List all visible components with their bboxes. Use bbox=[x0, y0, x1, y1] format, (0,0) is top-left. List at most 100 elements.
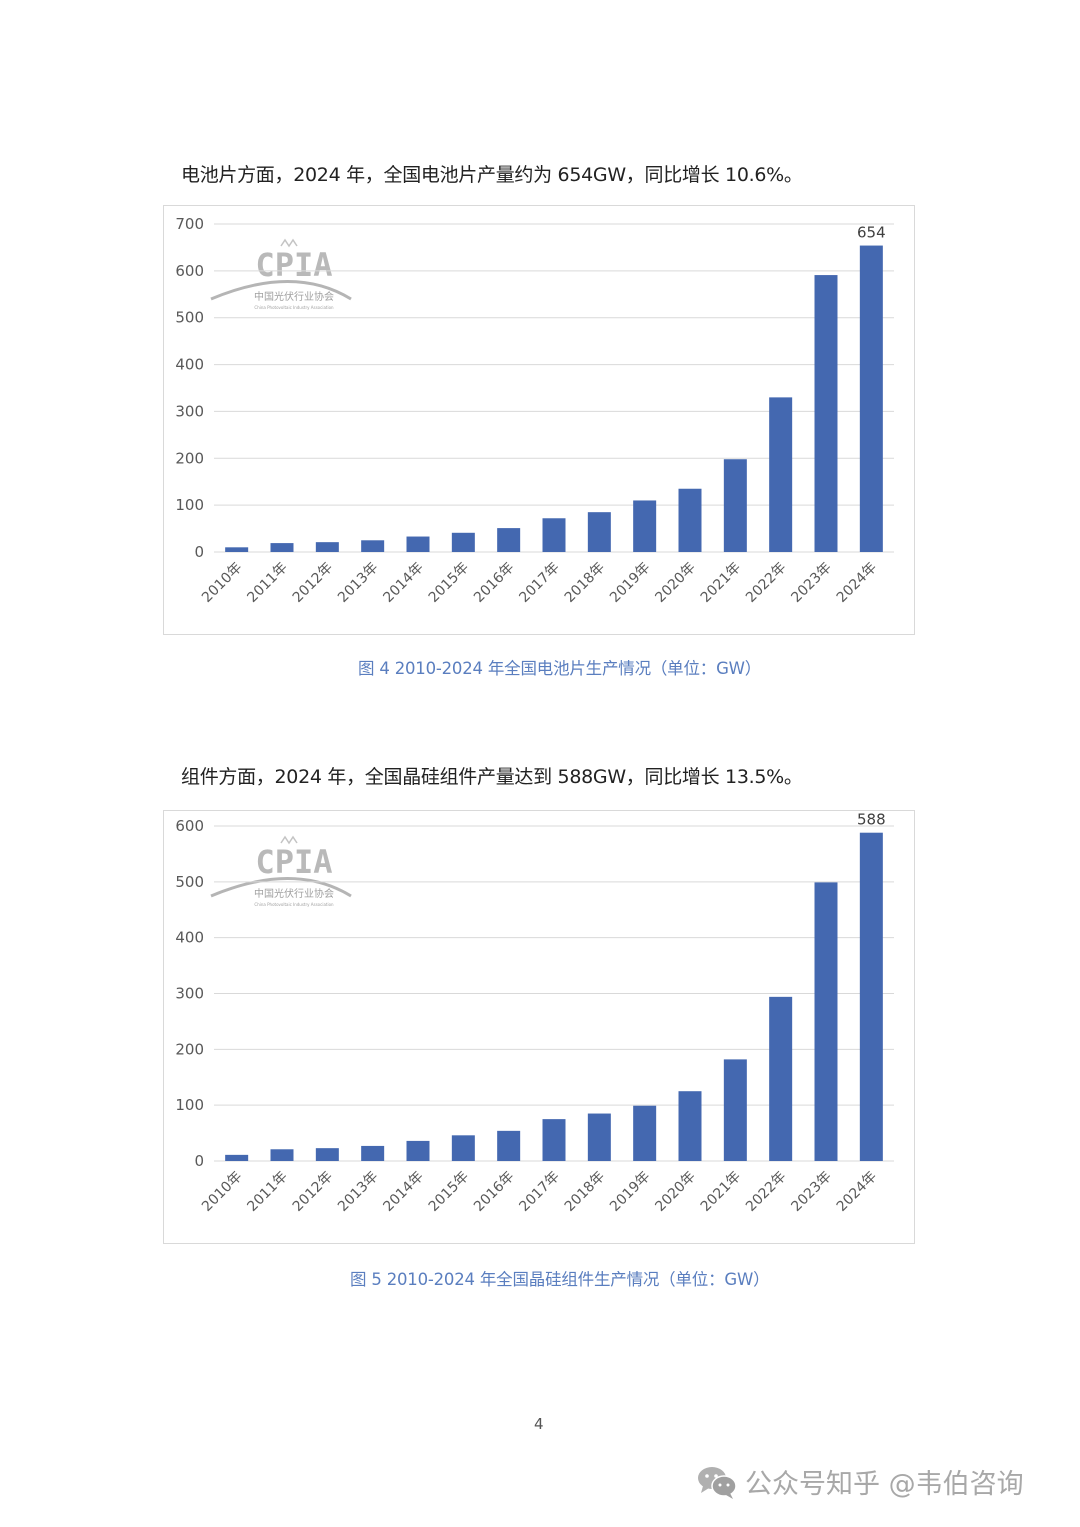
x-tick-label: 2014年 bbox=[380, 560, 426, 606]
y-tick-label: 300 bbox=[175, 985, 204, 1003]
bar bbox=[723, 459, 747, 552]
figure-caption-4: 图 4 2010-2024 年全国电池片生产情况（单位：GW） bbox=[358, 659, 762, 678]
x-tick-label: 2012年 bbox=[290, 1169, 336, 1215]
bar bbox=[361, 1145, 385, 1161]
bar bbox=[633, 500, 657, 552]
logo-text: CPIA bbox=[255, 843, 332, 881]
bar-chart-modules: CPIA 中国光伏行业协会 China Photovoltaic Industry … bbox=[175, 811, 894, 1215]
sun-icon bbox=[280, 835, 298, 845]
x-tick-label: 2016年 bbox=[471, 560, 517, 606]
x-tick-label: 2017年 bbox=[516, 1169, 562, 1215]
y-tick-label: 500 bbox=[175, 309, 204, 327]
x-tick-label: 2018年 bbox=[562, 560, 608, 606]
x-tick-label: 2013年 bbox=[335, 1169, 381, 1215]
paragraph-cells: 电池片方面，2024 年，全国电池片产量约为 654GW，同比增长 10.6%。 bbox=[181, 164, 803, 186]
y-tick-label: 0 bbox=[194, 543, 204, 561]
x-tick-label: 2012年 bbox=[290, 560, 336, 606]
watermark: 公众号知乎 @韦伯咨询 bbox=[697, 1462, 1024, 1501]
cpia-logo: CPIA 中国光伏行业协会 China Photovoltaic Industry … bbox=[210, 238, 352, 310]
bar bbox=[633, 1105, 657, 1161]
x-tick-label: 2017年 bbox=[516, 560, 562, 606]
bar bbox=[587, 1113, 611, 1161]
bar bbox=[406, 536, 430, 552]
bar bbox=[814, 882, 838, 1161]
bar bbox=[225, 547, 249, 552]
x-tick-label: 2018年 bbox=[562, 1169, 608, 1215]
x-tick-label: 2019年 bbox=[607, 1169, 653, 1215]
y-tick-label: 0 bbox=[194, 1152, 204, 1170]
y-tick-label: 100 bbox=[175, 496, 204, 514]
x-tick-label: 2011年 bbox=[244, 560, 290, 606]
bar bbox=[587, 512, 611, 552]
x-tick-label: 2015年 bbox=[426, 560, 472, 606]
chart-module-production: CPIA 中国光伏行业协会 China Photovoltaic Industry … bbox=[163, 810, 915, 1244]
y-tick-label: 200 bbox=[175, 449, 204, 467]
data-label: 654 bbox=[857, 224, 886, 242]
data-label: 588 bbox=[857, 811, 886, 829]
y-tick-label: 400 bbox=[175, 929, 204, 947]
y-tick-label: 400 bbox=[175, 356, 204, 374]
logo-subtitle: 中国光伏行业协会 bbox=[254, 887, 334, 900]
x-tick-label: 2024年 bbox=[834, 560, 880, 606]
bar bbox=[859, 245, 883, 552]
paragraph-modules: 组件方面，2024 年，全国晶硅组件产量达到 588GW，同比增长 13.5%。 bbox=[181, 766, 803, 788]
x-tick-label: 2014年 bbox=[380, 1169, 426, 1215]
x-tick-label: 2021年 bbox=[698, 560, 744, 606]
bar bbox=[769, 397, 793, 552]
x-tick-label: 2019年 bbox=[607, 560, 653, 606]
x-tick-label: 2016年 bbox=[471, 1169, 517, 1215]
logo-arc bbox=[210, 280, 352, 301]
bar bbox=[814, 275, 838, 552]
y-tick-label: 500 bbox=[175, 873, 204, 891]
x-tick-label: 2021年 bbox=[698, 1169, 744, 1215]
y-tick-label: 700 bbox=[175, 215, 204, 233]
figure-caption-5: 图 5 2010-2024 年全国晶硅组件生产情况（单位：GW） bbox=[350, 1270, 770, 1289]
x-tick-label: 2022年 bbox=[743, 1169, 789, 1215]
x-tick-label: 2020年 bbox=[652, 1169, 698, 1215]
bar bbox=[225, 1154, 249, 1161]
bar bbox=[542, 1119, 566, 1161]
x-tick-label: 2024年 bbox=[834, 1169, 880, 1215]
x-tick-label: 2010年 bbox=[199, 1169, 245, 1215]
y-tick-label: 600 bbox=[175, 817, 204, 835]
y-tick-label: 600 bbox=[175, 262, 204, 280]
bar bbox=[542, 518, 566, 552]
bar bbox=[497, 1130, 521, 1161]
bar-chart-cells: CPIA 中国光伏行业协会 China Photovoltaic Industry … bbox=[175, 215, 894, 606]
bar bbox=[451, 532, 475, 552]
x-tick-label: 2023年 bbox=[788, 1169, 834, 1215]
bar bbox=[270, 1149, 294, 1161]
bar bbox=[315, 1148, 339, 1161]
bar bbox=[678, 488, 702, 552]
bar bbox=[451, 1135, 475, 1161]
x-tick-label: 2020年 bbox=[652, 560, 698, 606]
x-tick-label: 2013年 bbox=[335, 560, 381, 606]
bar bbox=[497, 528, 521, 552]
x-tick-label: 2023年 bbox=[788, 560, 834, 606]
y-tick-label: 300 bbox=[175, 402, 204, 420]
bar bbox=[270, 543, 294, 552]
bar bbox=[315, 542, 339, 552]
logo-arc bbox=[210, 877, 352, 898]
logo-subtitle-en: China Photovoltaic Industry Association bbox=[254, 305, 334, 310]
x-tick-label: 2010年 bbox=[199, 560, 245, 606]
x-tick-label: 2015年 bbox=[426, 1169, 472, 1215]
logo-subtitle-en: China Photovoltaic Industry Association bbox=[254, 902, 334, 907]
page-number: 4 bbox=[534, 1415, 544, 1433]
bar bbox=[769, 996, 793, 1161]
y-tick-label: 200 bbox=[175, 1040, 204, 1058]
logo-text: CPIA bbox=[255, 246, 332, 284]
bar bbox=[406, 1140, 430, 1161]
bar bbox=[859, 832, 883, 1161]
y-tick-label: 100 bbox=[175, 1096, 204, 1114]
sun-icon bbox=[280, 238, 298, 248]
x-tick-label: 2022年 bbox=[743, 560, 789, 606]
bar bbox=[678, 1091, 702, 1161]
x-tick-label: 2011年 bbox=[244, 1169, 290, 1215]
bar bbox=[361, 540, 385, 552]
watermark-text: 公众号知乎 @韦伯咨询 bbox=[745, 1469, 1024, 1500]
cpia-logo: CPIA 中国光伏行业协会 China Photovoltaic Industry … bbox=[210, 835, 352, 907]
logo-subtitle: 中国光伏行业协会 bbox=[254, 290, 334, 303]
wechat-icon bbox=[698, 1466, 737, 1499]
chart-cell-production: CPIA 中国光伏行业协会 China Photovoltaic Industry … bbox=[163, 205, 915, 635]
